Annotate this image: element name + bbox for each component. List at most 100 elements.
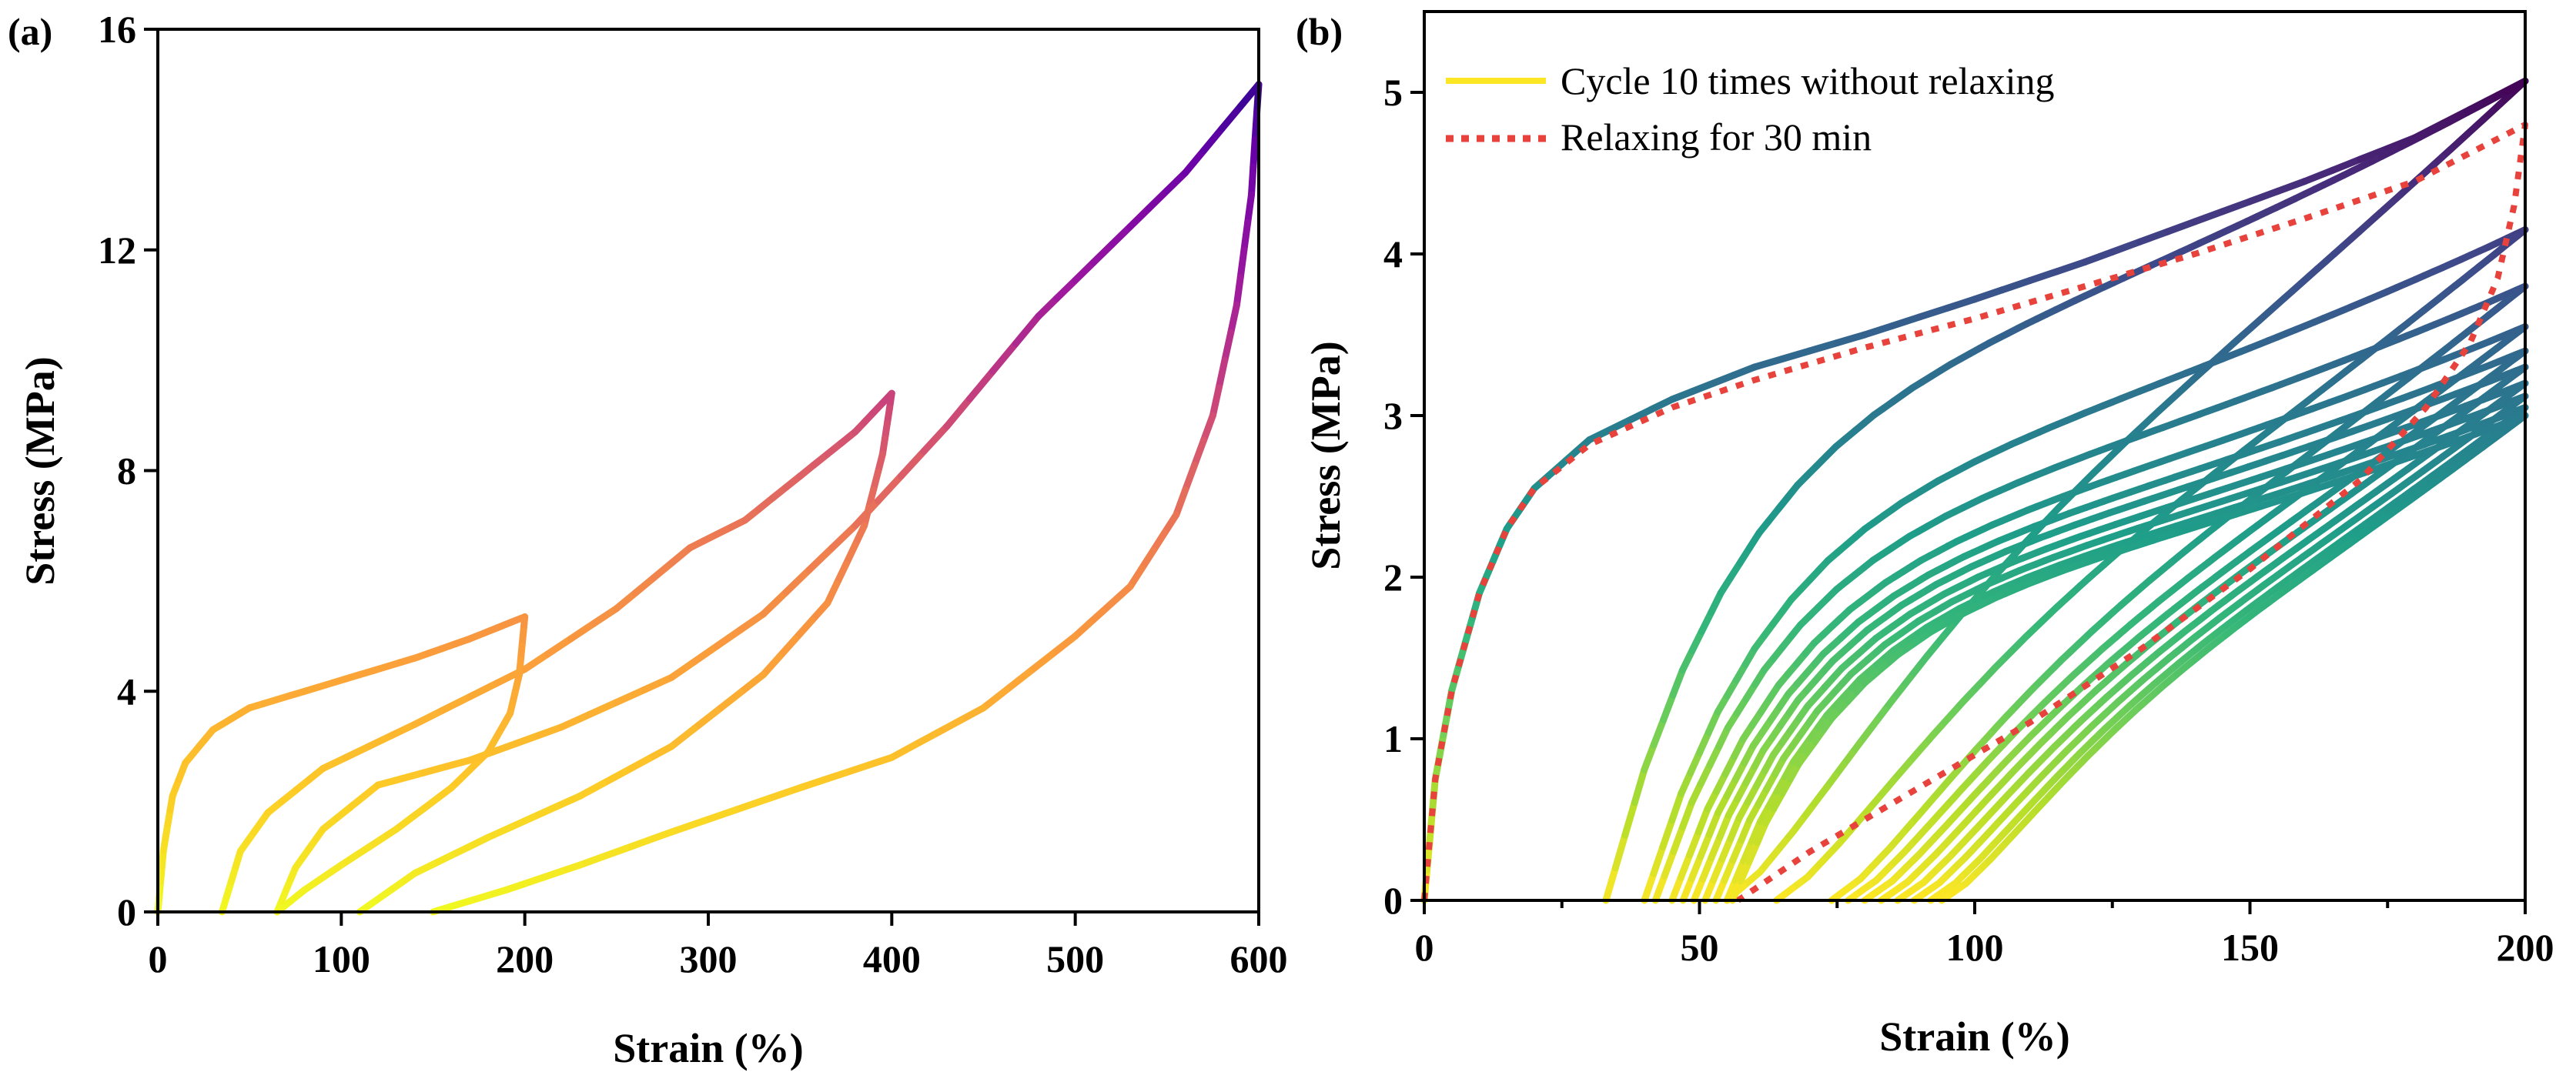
panel-a-loop-3-unloading-segment [645, 828, 675, 844]
panel-a-loop-3-loading-segment [1200, 125, 1226, 155]
panel-a-ticks: 0 100 200 300 400 500 600 0 4 8 12 16 [98, 8, 1288, 980]
panel-a-loop-3-loading-segment [943, 395, 974, 430]
panel-b-cycle-1-reloading-segment [1641, 741, 1658, 773]
panel-a-loop-3-unloading-segment [888, 741, 918, 761]
panel-a-x-tick-label: 600 [1230, 937, 1288, 980]
panel-a-loop-2-unloading-segment [775, 635, 799, 660]
panel-b-first-loading-segment [2081, 248, 2116, 265]
panel-b-first-loading-segment [2191, 208, 2226, 225]
panel-a-loop-3-unloading-segment [819, 769, 850, 784]
panel-b-cycle-3-loading-segment [1697, 761, 1714, 788]
panel-a-loop-3-unloading-segment [1221, 329, 1235, 364]
panel-a-loop-3-loading-segment [897, 447, 928, 480]
panel-a-loop-3-loading-segment [1012, 312, 1042, 348]
panel-b-cycle-9-loading-segment [1748, 818, 1764, 845]
panel-b-cycle-3-loading-segment [1670, 823, 1687, 855]
panel-b-cycle-3-loading-segment [1679, 799, 1695, 831]
panel-a-x-tick-label: 400 [863, 937, 921, 980]
panel-a-loop-2-loading-segment [631, 574, 657, 597]
panel-a-loop-2-loading-segment [544, 635, 574, 658]
panel-b-cycle-6-loading-segment [1708, 833, 1724, 862]
panel-b-cycle-6-loading-segment [1699, 854, 1715, 883]
panel-b-cycle-1-reloading-segment [1650, 716, 1668, 749]
panel-b-cycle-5-loading-segment [1679, 875, 1695, 904]
panel-a-loop-3-unloading-segment [957, 704, 987, 724]
panel-a-loop-2-unloading-segment [714, 689, 744, 714]
panel-b-cycle-3-loading-segment [1651, 872, 1668, 904]
panel-b-y-tick-label: 2 [1383, 556, 1403, 599]
panel-a-loop-3-unloading-segment [1233, 274, 1244, 309]
panel-b-cycle-6-loading-segment [1716, 812, 1732, 840]
panel-a-loop-3-loading-segment [1218, 102, 1244, 132]
panel-a-loop-2-unloading-segment [824, 580, 841, 606]
legend-label-relaxed: Relaxing for 30 min [1561, 115, 1872, 159]
panel-b-cycle-8-loading-segment [1729, 837, 1745, 864]
panel-b-first-loading-segment [2329, 155, 2364, 174]
panel-a-loop-3-unloading-segment [1200, 412, 1216, 444]
panel-a-loop-3-unloading-segment [1227, 301, 1240, 336]
panel-a-loop-3-unloading-segment [1251, 109, 1261, 143]
panel-a-loop-2-unloading-segment [691, 706, 721, 733]
panel-a-loop-2-loading-segment [388, 720, 419, 740]
panel-a-loop-3-unloading-segment [700, 806, 740, 825]
panel-a-loop-3-loading-segment [1126, 205, 1153, 230]
panel-a-loop-3-unloading-segment [1191, 436, 1207, 469]
panel-a-loop-3-unloading-segment [1173, 486, 1189, 519]
panel-a-loop-2-unloading-segment [622, 755, 652, 775]
panel-b-y-tick-label: 0 [1383, 879, 1403, 922]
panel-b-first-loading-segment [2246, 188, 2281, 205]
panel-b-cycle-7-loading-segment [1701, 876, 1718, 904]
panel-a-loop-3-loading-segment [466, 748, 497, 764]
panel-a-loop-2-unloading-segment [553, 793, 584, 810]
panel-a-loop-3-unloading-segment [1138, 546, 1157, 573]
panel-a-loop-3-unloading-segment [842, 761, 872, 776]
panel-a-loop-2-unloading-segment [737, 671, 767, 696]
panel-b-cycle-3-loading-segment [1706, 743, 1723, 769]
panel-a-loop-3-unloading-segment [1002, 668, 1033, 693]
panel-a-loop-2-unloading-segment [833, 560, 850, 587]
panel-b-cycle-3-loading-segment [1715, 724, 1731, 750]
panel-b-y-tick-label: 5 [1383, 71, 1403, 114]
panel-b-cycle-4-loading-segment [1686, 828, 1702, 859]
panel-a-y-tick-label: 4 [117, 670, 136, 713]
panel-a-loop-3-unloading-segment [934, 716, 965, 736]
panel-b-first-loading-segment [2026, 268, 2061, 285]
panel-a-x-tick-label: 300 [680, 937, 738, 980]
panel-b-first-loading-segment [2163, 218, 2199, 235]
panel-b-first-loading-segment [2109, 238, 2143, 255]
panel-a-loop-3-unloading-segment [667, 817, 708, 836]
panel-b-y-tick-label: 3 [1383, 394, 1403, 437]
panel-a-loop-2-unloading-segment [842, 541, 859, 568]
panel-a-loop-3-loading-segment [667, 658, 698, 681]
panel-a-loop-3-unloading-segment [1244, 191, 1255, 226]
panel-a-y-tick-label: 8 [117, 449, 136, 493]
panel-b-cycle-10-loading-segment [1754, 820, 1769, 847]
panel-b-cycle-1-reloading-segment [2512, 77, 2529, 90]
panel-b-cycle-2-loading-segment [1678, 770, 1694, 797]
panel-a-loop-2-unloading-segment [530, 803, 560, 820]
panel-b-relaxed-curve [1421, 122, 2528, 903]
panel-a-loop-3-loading-segment [966, 368, 996, 402]
panel-b-first-loading-segment [1751, 356, 1786, 371]
panel-a-loop-2-unloading-segment [576, 780, 607, 800]
panel-a-loop-3-unloading-segment [980, 686, 1010, 712]
panel-a-loop-3-unloading-segment [576, 853, 607, 869]
panel-a-loop-3-loading-segment [989, 340, 1019, 375]
panel-b-cycle-4-loading-segment [1677, 851, 1694, 881]
panel-a-loop-3-loading-segment [782, 566, 813, 596]
panel-b-first-loading-segment [1806, 339, 1841, 355]
panel-a-loop-3-unloading-segment [865, 753, 895, 769]
panel-b-ticks: 0 50 100 150 200 0 1 2 3 4 5 [1383, 71, 2554, 969]
panel-b-cycle-10-loading-segment [1728, 877, 1745, 904]
panel-b-cycle-9-loading-segment [1723, 877, 1739, 904]
panel-b-x-tick-label: 50 [1681, 926, 1719, 969]
panel-a-loop-3-loading-segment [1182, 147, 1207, 176]
panel-b-y-axis-title: Stress (MPa) [1303, 341, 1349, 569]
panel-a-loop-3-loading-segment [374, 775, 405, 789]
panel-b-cycle-2-loading-segment [1687, 749, 1703, 777]
panel-b-cycle-3-loading-segment [1661, 848, 1678, 880]
panel-a-loop-2-loading-segment [365, 732, 396, 750]
panel-a-loop-3-loading-segment [828, 522, 859, 552]
panel-b-cycle-5-loading-segment [1705, 809, 1722, 839]
panel-a-loop-3-unloading-segment [764, 784, 804, 803]
